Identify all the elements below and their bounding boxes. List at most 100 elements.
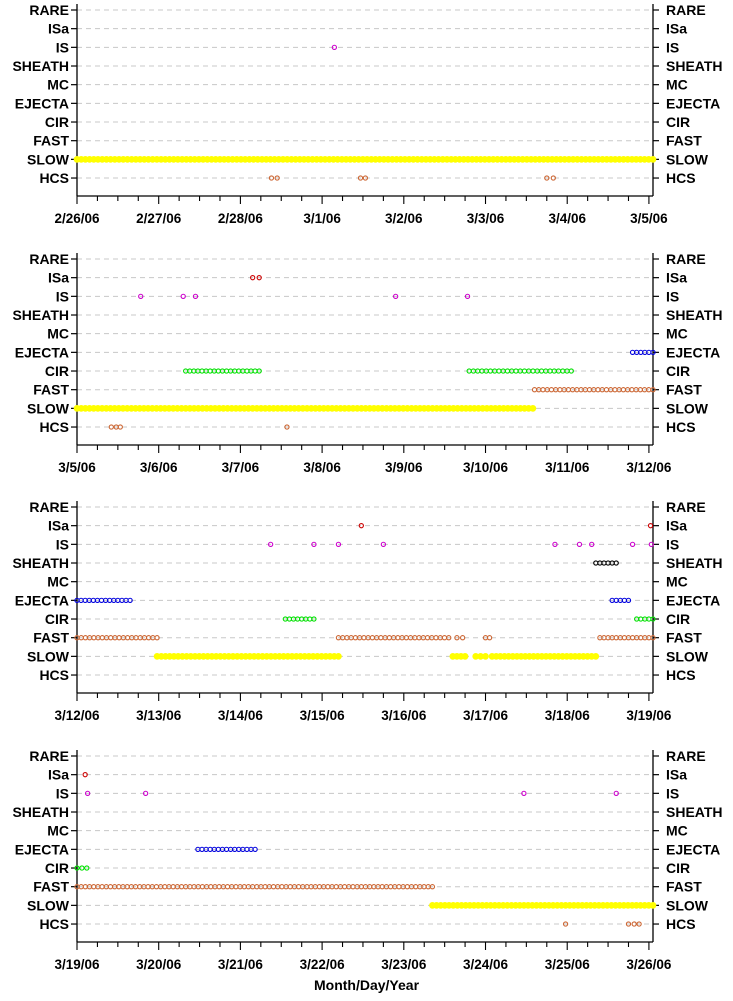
data-point-is	[180, 293, 186, 299]
x-tick-label: 3/2/06	[385, 211, 423, 226]
x-tick-label: 3/25/06	[545, 957, 591, 972]
data-point-isa	[358, 523, 364, 529]
y-tick-label-right: SLOW	[666, 897, 709, 913]
data-point-fast	[396, 884, 402, 890]
data-point-fast	[612, 387, 618, 393]
data-point-is	[84, 790, 91, 796]
y-tick-label-right: FAST	[666, 133, 702, 149]
data-point-is	[311, 541, 317, 547]
x-tick-label: 3/8/06	[303, 460, 341, 475]
x-tick-label: 3/22/06	[300, 957, 346, 972]
y-tick-label-right: IS	[666, 536, 679, 552]
x-tick-label: 3/10/06	[463, 460, 509, 475]
x-tick-label: 3/15/06	[300, 708, 346, 723]
data-point-is	[331, 44, 338, 50]
y-tick-label-left: FAST	[33, 879, 69, 895]
data-point-hcs	[544, 175, 550, 181]
x-tick-label: 3/12/06	[54, 708, 100, 723]
data-point-fast	[279, 884, 285, 890]
y-tick-label-right: EJECTA	[666, 95, 720, 111]
data-point-fast	[216, 884, 222, 890]
data-point-fast	[378, 635, 384, 641]
data-point-slow	[592, 653, 600, 660]
y-tick-label-left: CIR	[45, 114, 69, 130]
y-tick-label-left: RARE	[29, 499, 69, 515]
x-tick-label: 3/26/06	[626, 957, 672, 972]
y-tick-label-left: EJECTA	[15, 592, 69, 608]
x-tick-label: 3/18/06	[545, 708, 591, 723]
data-point-is	[648, 541, 655, 547]
data-point-is	[138, 293, 144, 299]
y-tick-label-left: IS	[56, 785, 69, 801]
x-tick-label: 3/6/06	[140, 460, 178, 475]
y-tick-label-left: SLOW	[27, 648, 70, 664]
y-tick-label-right: SLOW	[666, 151, 709, 167]
data-point-cir	[79, 865, 85, 871]
data-point-cir	[311, 616, 317, 622]
x-tick-label: 3/19/06	[54, 957, 100, 972]
y-tick-label-right: SHEATH	[666, 555, 723, 571]
data-point-fast	[429, 884, 436, 890]
data-point-fast	[603, 387, 610, 393]
x-tick-label: 3/11/06	[545, 460, 590, 475]
x-tick-label: 3/24/06	[463, 957, 509, 972]
y-tick-label-left: SLOW	[27, 897, 70, 913]
y-tick-label-left: CIR	[45, 363, 69, 379]
y-tick-label-right: ISa	[666, 518, 687, 534]
data-point-is	[464, 293, 471, 299]
data-point-fast	[650, 635, 656, 641]
y-tick-label-right: EJECTA	[666, 344, 720, 360]
data-point-cir	[521, 368, 528, 374]
chart-panel-3: RARE RARE ISa ISa IS IS SHEATH SHEATH MC MC EJECTA…	[12, 499, 722, 723]
data-point-cir	[504, 368, 511, 374]
y-tick-label-left: FAST	[33, 630, 69, 646]
data-point-cir	[568, 368, 574, 374]
x-tick-label: 3/7/06	[222, 460, 260, 475]
data-point-ejecta	[650, 349, 656, 355]
data-point-hcs	[562, 921, 569, 927]
y-tick-label-left: MC	[47, 77, 69, 93]
data-point-fast	[333, 884, 339, 890]
data-point-slow	[529, 405, 537, 412]
y-tick-label-left: RARE	[29, 251, 69, 267]
y-tick-label-left: MC	[47, 823, 69, 839]
data-point-is	[589, 541, 595, 547]
y-tick-label-left: HCS	[39, 170, 69, 186]
x-tick-label: 3/3/06	[467, 211, 505, 226]
data-point-fast	[108, 635, 114, 641]
y-tick-label-left: SLOW	[27, 151, 70, 167]
data-point-hcs	[274, 175, 280, 181]
y-tick-label-right: HCS	[666, 667, 696, 683]
data-point-is	[576, 541, 583, 547]
y-tick-label-right: FAST	[666, 382, 702, 398]
y-tick-label-right: SHEATH	[666, 307, 723, 323]
y-tick-label-right: MC	[666, 77, 688, 93]
chart-panel-2: RARE RARE ISa ISa IS IS SHEATH SHEATH MC MC EJECTA…	[12, 251, 722, 475]
data-point-ejecta	[252, 846, 258, 852]
y-tick-label-left: CIR	[45, 860, 69, 876]
y-tick-label-left: MC	[47, 574, 69, 590]
data-point-hcs	[362, 175, 369, 181]
data-point-is	[335, 541, 342, 547]
y-tick-label-right: ISa	[666, 270, 687, 286]
data-point-fast	[99, 635, 105, 641]
data-point-isa	[647, 523, 654, 529]
x-tick-label: 3/5/06	[58, 460, 96, 475]
data-point-cir	[84, 865, 90, 871]
x-tick-label: 2/27/06	[136, 211, 182, 226]
y-tick-label-left: ISa	[48, 21, 69, 37]
data-point-fast	[153, 884, 160, 890]
y-tick-label-left: HCS	[39, 419, 69, 435]
y-tick-label-right: SLOW	[666, 648, 709, 664]
data-point-fast	[369, 635, 376, 641]
chart-panel-1: RARE RARE ISa ISa IS IS SHEATH SHEATH MC MC EJECTA…	[12, 2, 722, 226]
data-point-is	[521, 790, 527, 796]
y-tick-label-right: RARE	[666, 2, 706, 18]
y-tick-label-right: HCS	[666, 170, 696, 186]
y-tick-label-left: ISa	[48, 767, 69, 783]
y-tick-label-left: EJECTA	[15, 95, 69, 111]
x-tick-label: 3/4/06	[548, 211, 586, 226]
data-point-is	[267, 541, 274, 547]
data-point-fast	[446, 635, 452, 641]
data-point-ejecta	[625, 597, 632, 603]
